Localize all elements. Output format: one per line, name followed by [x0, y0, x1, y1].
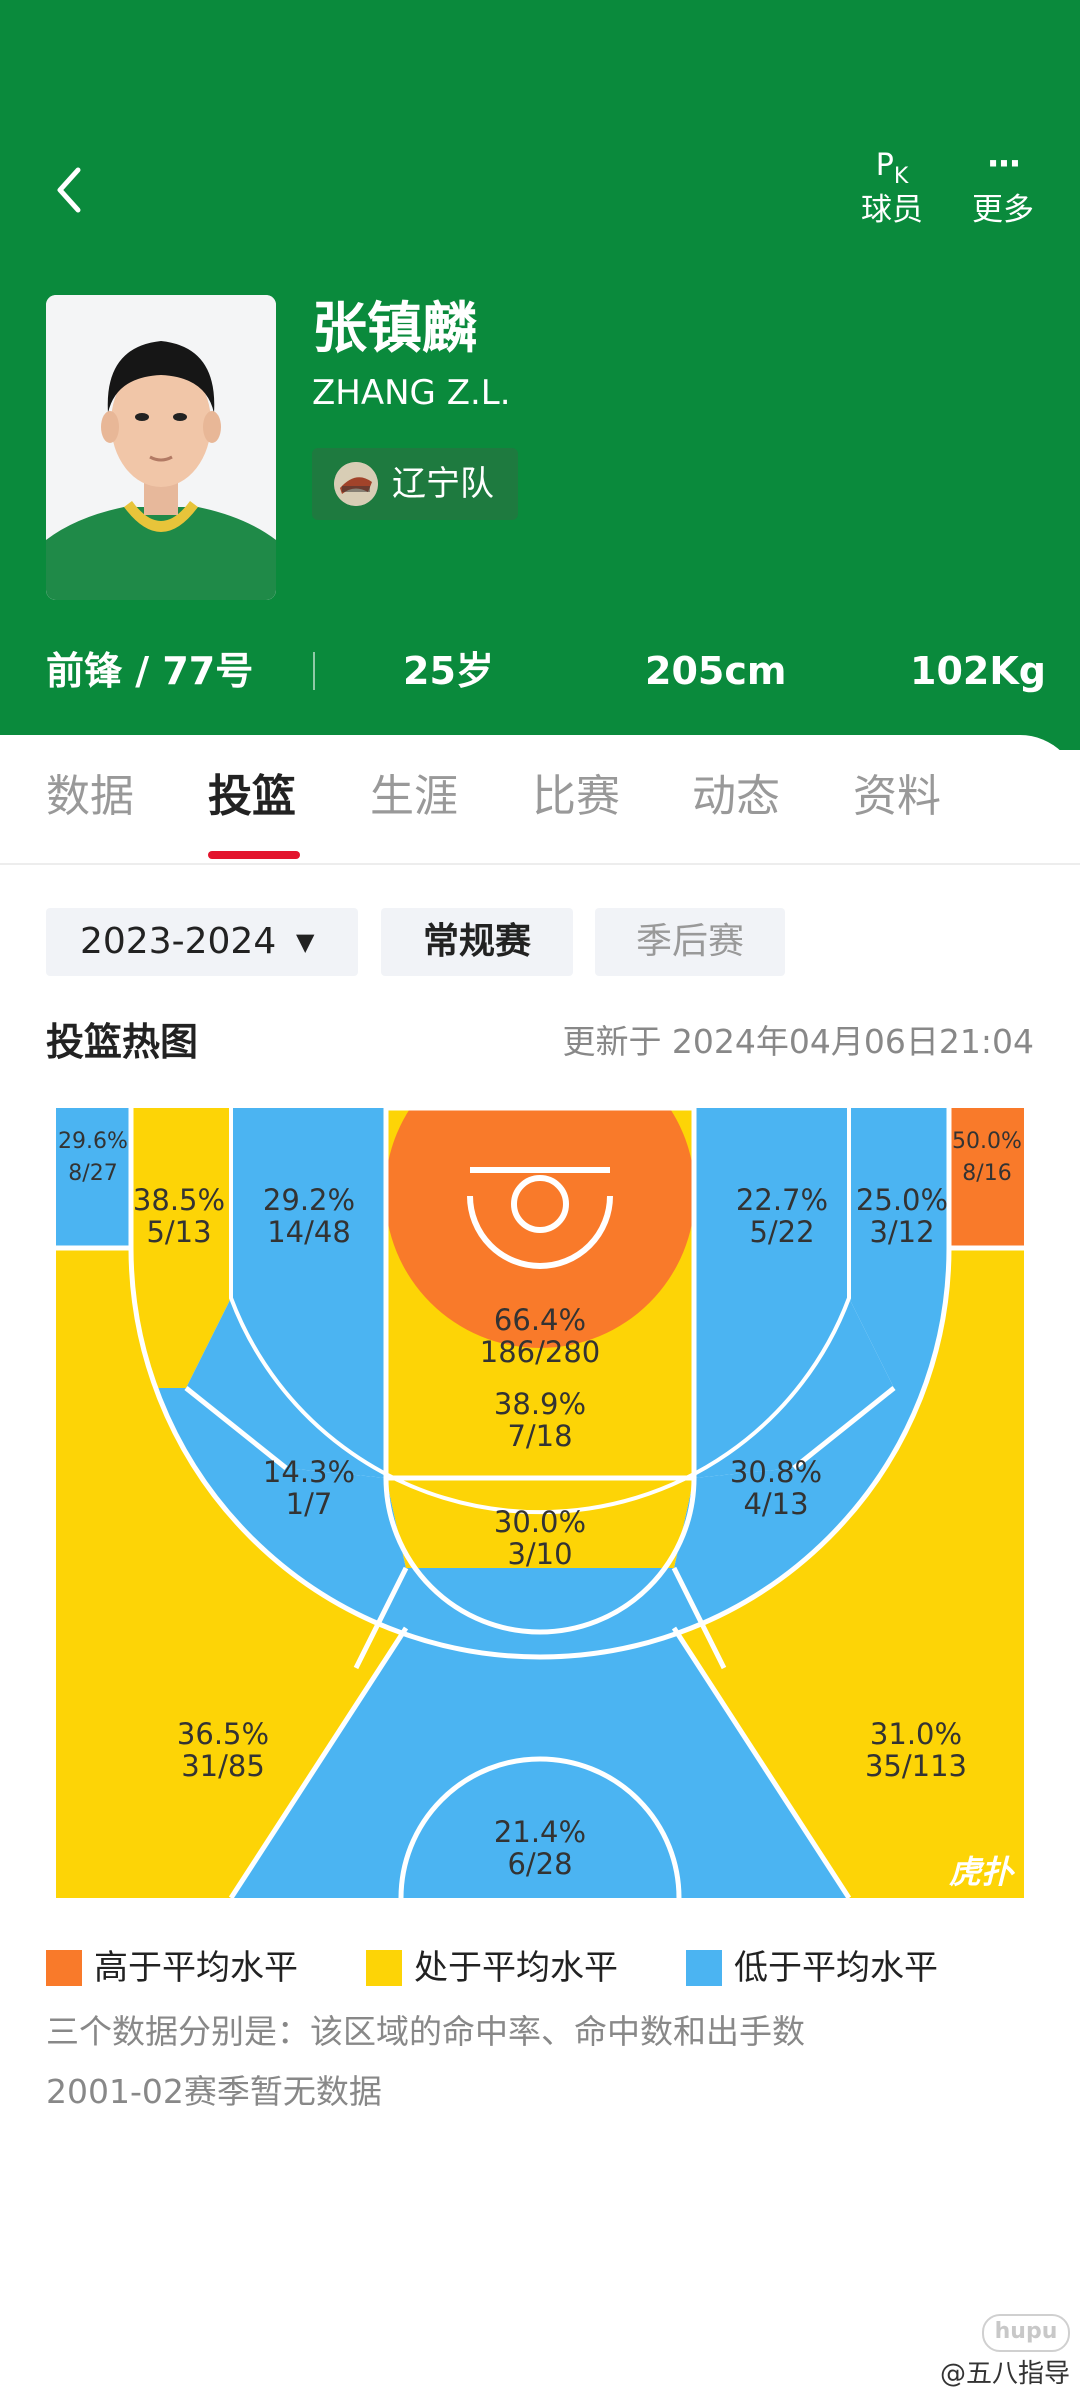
zone-left-baseline-long-2 — [131, 1108, 231, 1388]
tab-shooting[interactable]: 投篮 — [208, 771, 296, 822]
tab-career[interactable]: 生涯 — [370, 771, 458, 822]
zone-made-att-paint: 7/18 — [507, 1419, 572, 1453]
zone-pct-right-wing-3: 31.0% — [870, 1717, 962, 1751]
more-button[interactable]: ··· 更多 — [958, 140, 1048, 232]
zone-pct-left-wing-long-2: 14.3% — [263, 1455, 355, 1489]
updated-time: 更新于 2024年04月06日21:04 — [562, 1022, 1034, 1061]
stats-divider — [313, 652, 315, 690]
back-arrow-icon[interactable] — [50, 162, 90, 218]
weight: 102Kg — [910, 649, 1046, 693]
hupu-corner-logo: 虎扑 — [949, 1853, 1016, 1891]
no-data-note: 2001-02赛季暂无数据 — [46, 2072, 382, 2111]
tab-bar: 数据 投篮 生涯 比赛 动态 资料 — [0, 735, 1080, 865]
legend-above-swatch — [46, 1950, 82, 1986]
player-name: 张镇麟 — [312, 296, 478, 360]
zone-top-key-3 — [231, 1628, 849, 1898]
zone-pct-right-baseline-long-2: 25.0% — [856, 1183, 948, 1217]
zone-made-att-top-key-long-2: 3/10 — [507, 1537, 572, 1571]
tab-data[interactable]: 数据 — [46, 771, 134, 822]
legend-below-swatch — [686, 1950, 722, 1986]
zone-made-att-left-short-2: 14/48 — [267, 1215, 351, 1249]
tab-profile[interactable]: 资料 — [853, 771, 941, 822]
court-lines — [56, 1108, 1024, 1898]
shot-heatmap: 29.6% 8/27 50.0% 8/16 38.5%5/13 29.2%14/48 66.… — [56, 1108, 1024, 1898]
legend-average-label: 处于平均水平 — [414, 1948, 618, 1988]
explain-note: 三个数据分别是：该区域的命中率、命中数和出手数 — [46, 2012, 805, 2051]
zone-made-att-right-wing-3: 35/113 — [865, 1749, 967, 1783]
watermark-text: @五八指导 — [939, 2359, 1070, 2389]
legend-average-swatch — [366, 1950, 402, 1986]
zone-made-att-left-baseline-long-2: 5/13 — [146, 1215, 211, 1249]
zone-right-corner-3 — [949, 1108, 1024, 1248]
age: 25岁 — [403, 649, 494, 693]
zone-left-short-2 — [186, 1108, 386, 1478]
caret-down-icon: ▼ — [296, 928, 315, 956]
zone-pct-left-baseline-long-2: 38.5% — [133, 1183, 225, 1217]
zone-pct-left-short-2: 29.2% — [263, 1183, 355, 1217]
zone-made-att-restricted-area: 186/280 — [480, 1335, 600, 1369]
zone-right-short-2 — [694, 1108, 894, 1478]
tab-news[interactable]: 动态 — [692, 771, 780, 822]
legend-below-label: 低于平均水平 — [734, 1948, 938, 1988]
zone-pct-right-corner-3: 50.0% — [952, 1129, 1022, 1154]
heatmap-title: 投篮热图 — [46, 1020, 199, 1064]
zone-pct-paint: 38.9% — [494, 1387, 586, 1421]
zone-made-att-left-wing-3: 31/85 — [181, 1749, 265, 1783]
zone-left-corner-3 — [56, 1108, 131, 1248]
zone-pct-left-wing-3: 36.5% — [177, 1717, 269, 1751]
pk-icon: PK — [875, 148, 909, 189]
pk-label: 球员 — [861, 192, 923, 228]
player-english-name: ZHANG Z.L. — [312, 373, 511, 413]
zone-made-att-right-baseline-long-2: 3/12 — [869, 1215, 934, 1249]
team-name: 辽宁队 — [392, 464, 494, 504]
hupu-logo-icon: hupu — [982, 2314, 1070, 2352]
zone-made-att-right-wing-long-2: 4/13 — [743, 1487, 808, 1521]
zone-pct-restricted-area: 66.4% — [494, 1303, 586, 1337]
playoffs-button[interactable]: 季后赛 — [595, 908, 785, 976]
zone-right-baseline-long-2 — [849, 1108, 949, 1388]
zone-pct-right-wing-long-2: 30.8% — [730, 1455, 822, 1489]
season-value: 2023-2024 — [80, 921, 277, 962]
player-basic-stats: 前锋 / 77号 25岁 205cm 102Kg — [0, 638, 1080, 704]
team-badge[interactable]: 辽宁队 — [312, 448, 518, 520]
zone-paint-lower — [386, 1348, 694, 1478]
zone-pct-top-key-3: 21.4% — [494, 1815, 586, 1849]
tab-games[interactable]: 比赛 — [532, 771, 620, 822]
zone-made-att-left-corner-3: 8/27 — [68, 1161, 117, 1186]
regular-season-button[interactable]: 常规赛 — [381, 908, 573, 976]
team-logo-icon — [334, 462, 378, 506]
zone-made-att-right-short-2: 5/22 — [749, 1215, 814, 1249]
zone-pct-left-corner-3: 29.6% — [58, 1129, 128, 1154]
zone-pct-right-short-2: 22.7% — [736, 1183, 828, 1217]
pk-player-button[interactable]: PK 球员 — [847, 140, 937, 232]
position-number: 前锋 / 77号 — [46, 649, 254, 693]
active-tab-indicator — [208, 851, 300, 859]
more-icon: ··· — [986, 144, 1022, 184]
zone-made-att-top-key-3: 6/28 — [507, 1847, 572, 1881]
legend-above-label: 高于平均水平 — [94, 1948, 298, 1988]
zone-made-att-left-wing-long-2: 1/7 — [286, 1487, 333, 1521]
player-photo — [46, 295, 276, 600]
zone-top-key-long-2 — [356, 1568, 724, 1657]
zone-pct-top-key-long-2: 30.0% — [494, 1505, 586, 1539]
more-label: 更多 — [972, 192, 1034, 228]
zone-made-att-right-corner-3: 8/16 — [962, 1161, 1011, 1186]
season-selector[interactable]: 2023-2024 ▼ — [46, 908, 358, 976]
height: 205cm — [645, 649, 787, 693]
